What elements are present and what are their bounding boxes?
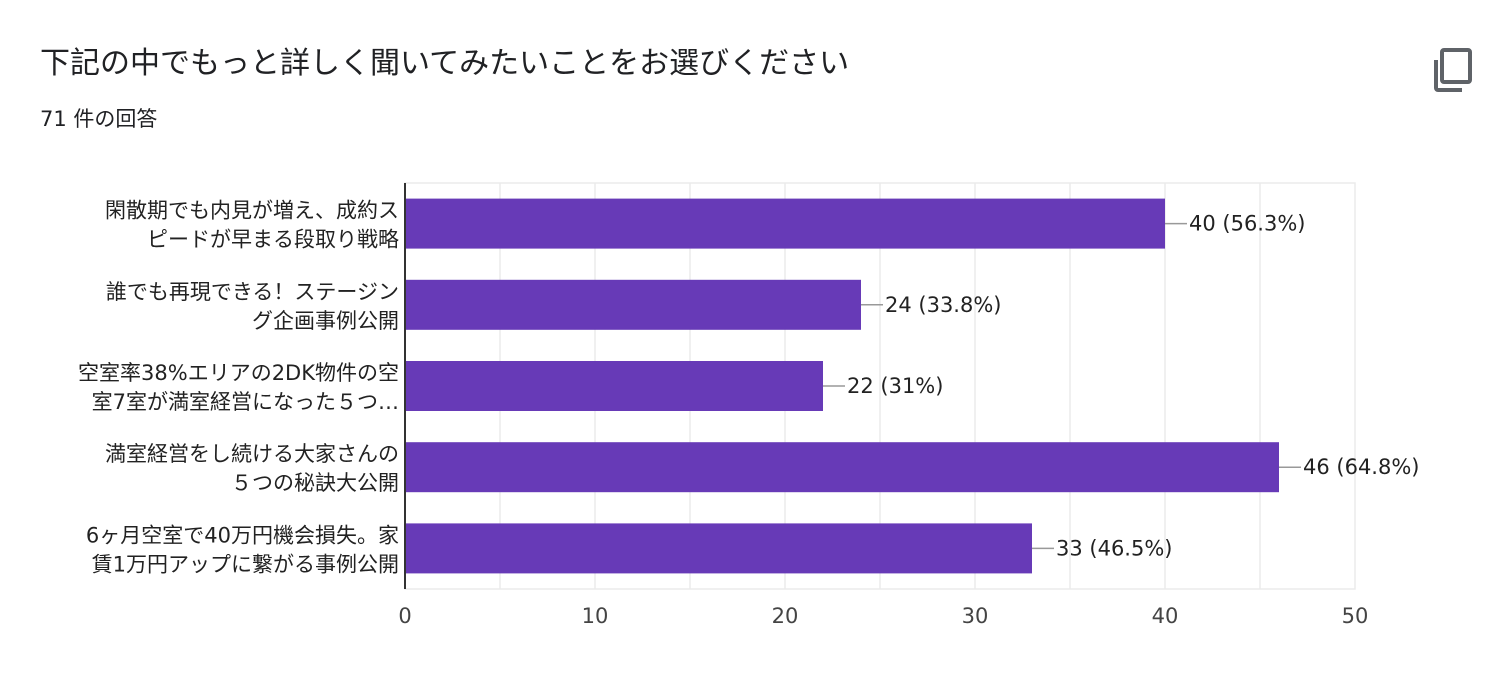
category-label: 誰でも再現できる！ステージン [106,280,399,304]
x-tick-label: 20 [772,604,799,628]
bar [405,523,1032,574]
category-label: 閑散期でも内見が増え、成約ス [105,199,399,223]
bar [405,442,1279,493]
x-tick-label: 40 [1152,604,1179,628]
bar [405,279,861,330]
x-tick-label: 10 [582,604,609,628]
category-label: 賃1万円アップに繋がる事例公開 [92,552,399,576]
copy-icon[interactable] [1426,44,1478,96]
category-label: ５つの秘訣大公開 [231,471,399,495]
category-label: 満室経営をし続ける大家さんの [105,442,399,466]
value-label: 40 (56.3%) [1189,212,1306,236]
x-tick-label: 30 [962,604,989,628]
category-label: 空室率38%エリアの2DK物件の空 [78,361,399,385]
category-label: ピードが早まる段取り戦略 [147,228,399,252]
x-tick-label: 0 [398,604,411,628]
response-count: 71 件の回答 [40,107,158,131]
category-label: 6ヶ月空室で40万円機会損失。家 [86,523,399,547]
value-label: 22 (31%) [847,374,943,398]
category-label: グ企画事例公開 [252,309,399,333]
value-label: 24 (33.8%) [885,293,1002,317]
bar [405,361,823,411]
chart-title: 下記の中でもっと詳しく聞いてみたいことをお選びください [40,46,850,81]
value-label: 33 (46.5%) [1056,536,1173,560]
x-tick-label: 50 [1342,604,1369,628]
category-label: 室7室が満室経営になった５つ… [92,390,399,414]
value-label: 46 (64.8%) [1303,455,1420,479]
bar [405,198,1165,249]
